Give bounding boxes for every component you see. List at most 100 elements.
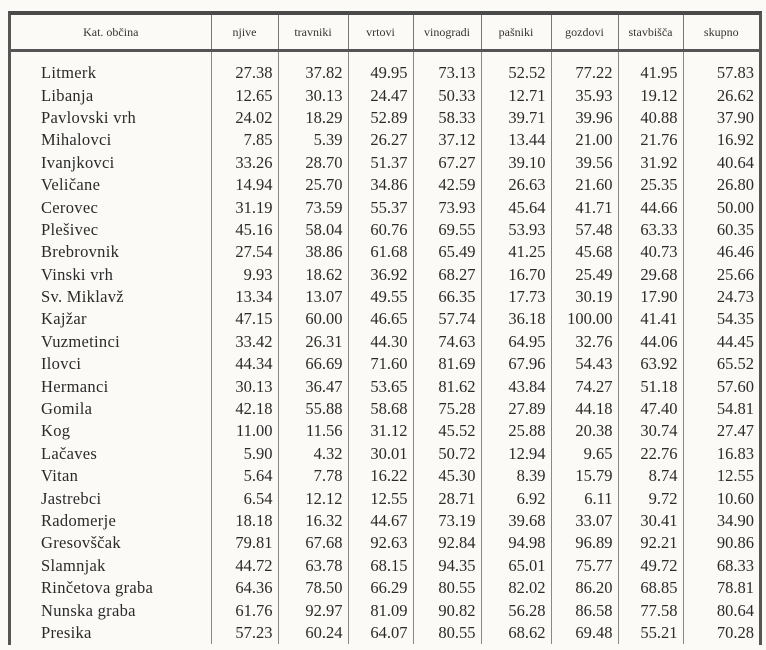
value-cell: 44.18	[550, 397, 618, 421]
spacer-cell	[550, 50, 618, 62]
value-cell: 96.89	[550, 532, 618, 555]
municipality-name: Litmerk	[41, 63, 97, 83]
value-cell: 57.48	[550, 218, 618, 242]
value-cell: 40.73	[617, 241, 683, 264]
value-cell: 49.55	[347, 285, 413, 309]
value-cell: 29.68	[617, 263, 683, 286]
spacer-cell	[277, 50, 348, 62]
municipality-name: Libanja	[41, 85, 94, 105]
value-cell: 26.80	[682, 173, 759, 197]
value-cell: 28.70	[277, 151, 348, 174]
value-cell: 27.89	[480, 397, 551, 421]
municipality-name: Jastrebci	[41, 488, 102, 508]
value-cell: 41.95	[617, 62, 683, 85]
value-cell: 7.85	[210, 129, 278, 152]
municipality-name: Lačaves	[41, 443, 98, 463]
municipality-name: Gomila	[41, 399, 93, 419]
value-cell: 30.13	[210, 375, 278, 398]
value-cell: 51.18	[617, 375, 683, 398]
value-cell: 44.67	[347, 509, 413, 533]
value-cell: 70.28	[682, 621, 759, 645]
value-cell: 12.65	[210, 84, 278, 107]
value-cell: 46.65	[347, 308, 413, 331]
municipality-name: Vitan	[41, 466, 79, 486]
municipality-name: Pavlovski vrh	[41, 107, 137, 127]
value-cell: 31.19	[210, 196, 278, 219]
value-cell: 9.72	[617, 487, 683, 510]
value-cell: 73.13	[412, 62, 481, 85]
value-cell: 68.33	[682, 554, 759, 577]
value-cell: 57.74	[412, 308, 481, 331]
value-cell: 44.06	[617, 330, 683, 354]
table-row: Kajžar 47.15 60.00 46.65 57.74 36.18 100.00 41.…	[11, 308, 759, 331]
value-cell: 73.59	[277, 196, 348, 219]
value-cell: 81.62	[412, 375, 481, 398]
value-cell: 66.35	[412, 285, 481, 309]
value-cell: 65.52	[682, 353, 759, 376]
value-cell: 60.76	[347, 218, 413, 242]
spacer-cell	[347, 50, 413, 62]
table-row: Vinski vrh 9.93 18.62 36.92 68.27 16.70 25.49 2…	[11, 263, 759, 286]
value-cell: 39.56	[550, 151, 618, 174]
value-cell: 12.55	[347, 487, 413, 510]
value-cell: 11.00	[210, 420, 278, 443]
value-cell: 61.76	[210, 599, 278, 622]
value-cell: 68.27	[412, 263, 481, 286]
value-cell: 36.47	[277, 375, 348, 398]
value-cell: 57.60	[682, 375, 759, 398]
column-header: pašniki	[480, 15, 551, 52]
value-cell: 26.31	[277, 330, 348, 354]
value-cell: 33.26	[210, 151, 278, 174]
value-cell: 16.70	[480, 263, 551, 286]
value-cell: 42.59	[412, 173, 481, 197]
value-cell: 38.86	[277, 241, 348, 264]
value-cell: 37.90	[682, 106, 759, 130]
value-cell: 44.34	[210, 353, 278, 376]
value-cell: 81.69	[412, 353, 481, 376]
value-cell: 94.35	[412, 554, 481, 577]
table-row: Ilovci 44.34 66.69 71.60 81.69 67.96 54.43 63.9…	[11, 353, 759, 376]
value-cell: 78.50	[277, 576, 348, 600]
value-cell: 26.62	[682, 84, 759, 107]
value-cell: 25.70	[277, 173, 348, 197]
value-cell: 61.68	[347, 241, 413, 264]
table-row: Presika 57.23 60.24 64.07 80.55 68.62 69.48 55.…	[11, 621, 759, 645]
value-cell: 86.20	[550, 576, 618, 600]
value-cell: 20.38	[550, 420, 618, 443]
table-row: Lačaves 5.90 4.32 30.01 50.72 12.94 9.65 22.76 1…	[11, 442, 759, 466]
value-cell: 52.52	[480, 62, 551, 85]
value-cell: 90.82	[412, 599, 481, 622]
value-cell: 75.28	[412, 397, 481, 421]
value-cell: 41.25	[480, 241, 551, 264]
spacer-cell	[412, 50, 481, 62]
value-cell: 39.96	[550, 106, 618, 130]
value-cell: 26.27	[347, 129, 413, 152]
value-cell: 80.64	[682, 599, 759, 622]
value-cell: 10.60	[682, 487, 759, 510]
value-cell: 50.00	[682, 196, 759, 219]
value-cell: 56.28	[480, 599, 551, 622]
table-row: Jastrebci 6.54 12.12 12.55 28.71 6.92 6.11 9.72…	[11, 487, 759, 510]
municipality-name: Presika	[41, 622, 92, 642]
municipality-name: Slamnjak	[41, 555, 106, 575]
municipality-name: Cerovec	[41, 197, 99, 217]
value-cell: 77.22	[550, 62, 618, 85]
value-cell: 74.27	[550, 375, 618, 398]
value-cell: 69.48	[550, 621, 618, 645]
table-row: Kog 11.00 11.56 31.12 45.52 25.88 20.38 30.74 27…	[11, 420, 759, 443]
value-cell: 43.84	[480, 375, 551, 398]
value-cell: 8.39	[480, 465, 551, 488]
municipality-name: Hermanci	[41, 376, 109, 396]
value-cell: 73.93	[412, 196, 481, 219]
value-cell: 45.52	[412, 420, 481, 443]
value-cell: 63.33	[617, 218, 683, 242]
value-cell: 69.55	[412, 218, 481, 242]
table-row: Litmerk 27.38 37.82 49.95 73.13 52.52 77.22 41.…	[11, 62, 759, 85]
value-cell: 67.68	[277, 532, 348, 555]
value-cell: 30.41	[617, 509, 683, 533]
value-cell: 9.93	[210, 263, 278, 286]
value-cell: 45.16	[210, 218, 278, 242]
value-cell: 94.98	[480, 532, 551, 555]
value-cell: 63.92	[617, 353, 683, 376]
value-cell: 30.19	[550, 285, 618, 309]
